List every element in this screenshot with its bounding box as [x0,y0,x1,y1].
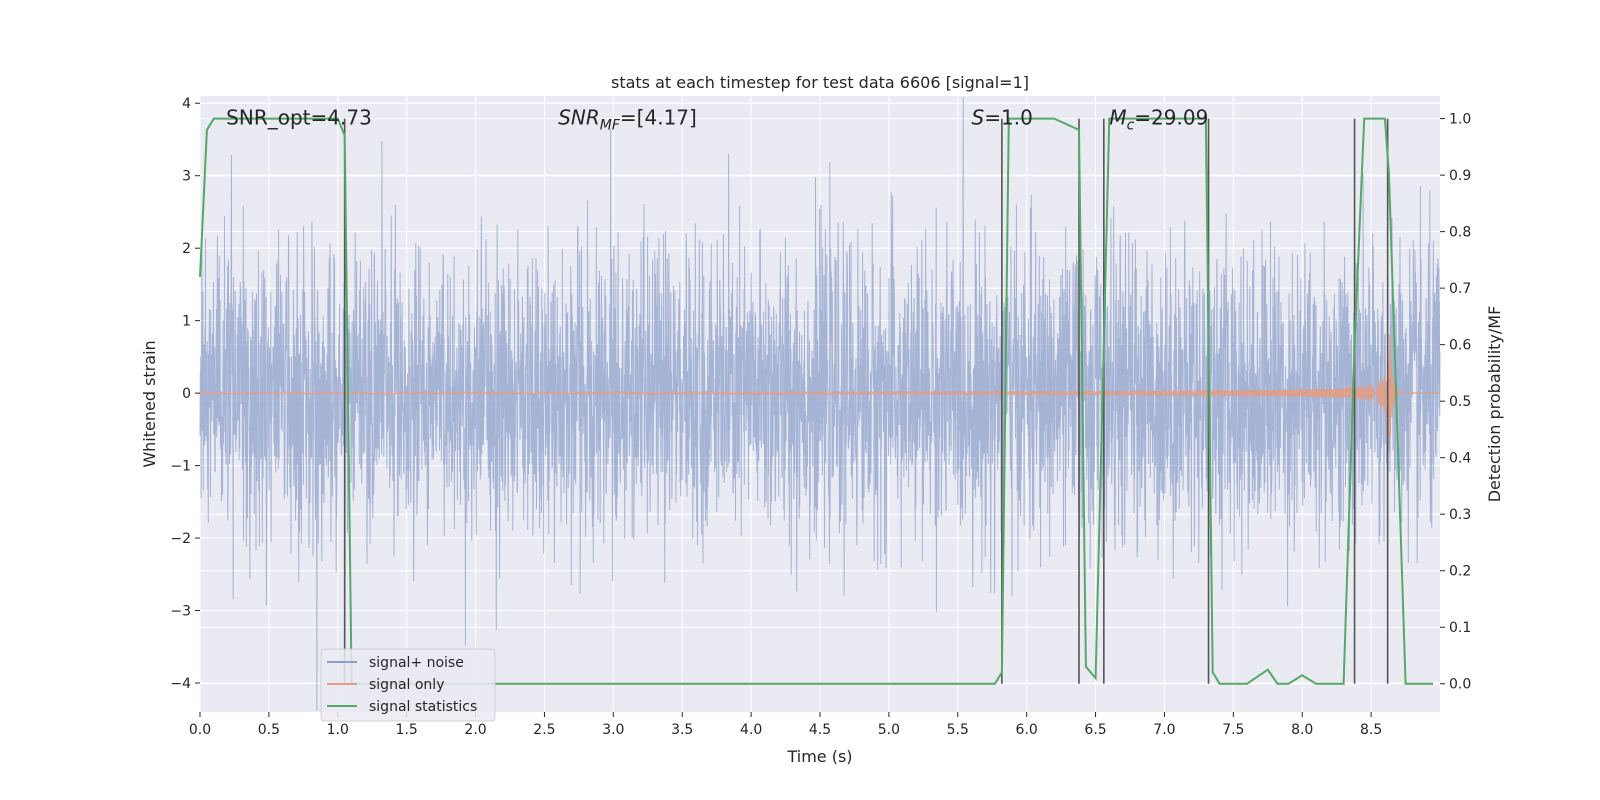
y-tick-label-6: −2 [170,531,191,547]
signal-series [199,334,1440,450]
legend-label-signal: signal only [369,677,444,693]
y-right-tick-label-5: 0.5 [1449,394,1471,410]
x-tick-label-10: 5.0 [878,722,900,738]
legend: signal+ noise signal only signal statist… [320,648,496,722]
annotations: SNR_opt=4.73 SNRMF=[4.17] S=1.0 Mc=29.09 [226,105,1208,133]
x-tick-label-5: 2.5 [533,722,555,738]
x-tick-label-6: 3.0 [602,722,624,738]
y-right-tick-label-9: 0.1 [1449,620,1471,636]
noise-series [199,97,1441,711]
x-tick-label-11: 5.5 [947,722,969,738]
x-tick-label-0: 0.0 [189,722,211,738]
y-right-tick-label-10: 0.0 [1449,677,1471,693]
x-tick-label-2: 1.0 [327,722,349,738]
legend-label-stats: signal statistics [369,699,477,715]
noise-line [199,97,1441,711]
annotation-3: Mc=29.09 [1109,105,1208,133]
legend-box [320,648,496,722]
y-right-tick-label-6: 0.4 [1449,451,1471,467]
x-tick-label-12: 6.0 [1016,722,1038,738]
y-tick-label-5: −1 [170,459,191,475]
y-tick-label-7: −3 [170,604,191,620]
y-right-tick-label-2: 0.8 [1449,225,1471,241]
x-tick-label-14: 7.0 [1153,722,1175,738]
y-axis-right-label: Detection probability/MF [1485,306,1504,503]
annotation-1: SNRMF=[4.17] [558,105,697,133]
legend-label-noise: signal+ noise [369,655,464,671]
y-right-tick-label-8: 0.2 [1449,564,1471,580]
y-axis-right-ticks: 1.0 0.9 0.8 0.7 0.6 0.5 0.4 0.3 0.2 0.1 0.0 [1440,112,1471,693]
y-tick-label-4: 0 [182,386,191,402]
x-tick-label-17: 8.5 [1360,722,1382,738]
annotation-0: SNR_opt=4.73 [226,105,372,129]
x-tick-label-13: 6.5 [1084,722,1106,738]
y-tick-label-3: 1 [182,314,191,330]
chart-title: stats at each timestep for test data 660… [611,73,1029,92]
x-axis-label: Time (s) [786,747,852,766]
signal-line [199,334,1440,450]
x-tick-label-16: 8.0 [1291,722,1313,738]
x-axis-ticks: 0.0 0.5 1.0 1.5 2.0 2.5 3.0 3.5 4.0 4.5 5.0 5.5 6.0 6… [189,712,1382,738]
y-right-tick-label-0: 1.0 [1449,112,1471,128]
y-right-tick-label-7: 0.3 [1449,507,1471,523]
y-right-tick-label-1: 0.9 [1449,168,1471,184]
x-tick-label-1: 0.5 [258,722,280,738]
x-tick-label-3: 1.5 [396,722,418,738]
x-tick-label-9: 4.5 [809,722,831,738]
y-axis-ticks: 4 3 2 1 0 −1 −2 −3 −4 [170,96,200,692]
x-tick-label-4: 2.0 [464,722,486,738]
y-right-tick-label-3: 0.7 [1449,281,1471,297]
y-axis-label: Whitened strain [140,340,159,467]
annotation-2: S=1.0 [972,105,1033,129]
y-tick-label-2: 2 [182,241,191,257]
y-tick-label-8: −4 [170,676,191,692]
x-tick-label-7: 3.5 [671,722,693,738]
y-tick-label-1: 3 [182,169,191,185]
y-right-tick-label-4: 0.6 [1449,338,1471,354]
x-tick-label-15: 7.5 [1222,722,1244,738]
y-tick-label-0: 4 [182,96,191,112]
x-tick-label-8: 4.0 [740,722,762,738]
